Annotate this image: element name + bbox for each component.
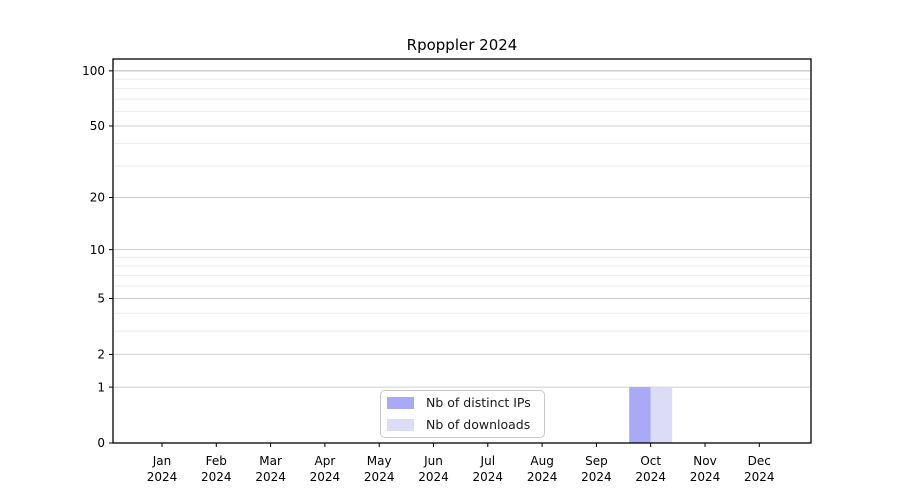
x-tick-label-month: Feb xyxy=(206,454,227,468)
x-tick-label-year: 2024 xyxy=(744,470,775,484)
x-tick-label-year: 2024 xyxy=(364,470,395,484)
x-tick-label-month: Jan xyxy=(152,454,172,468)
x-tick-label-month: Aug xyxy=(530,454,553,468)
y-tick-label: 50 xyxy=(90,119,105,133)
x-tick-label-month: Apr xyxy=(315,454,336,468)
legend-swatch xyxy=(387,418,414,431)
legend: Nb of distinct IPs Nb of downloads xyxy=(380,390,545,438)
x-tick-label-month: May xyxy=(367,454,392,468)
x-tick-label-month: Oct xyxy=(640,454,661,468)
y-tick-label: 2 xyxy=(97,348,105,362)
x-tick-label-month: Jul xyxy=(480,454,495,468)
x-tick-label-year: 2024 xyxy=(310,470,341,484)
x-tick-label-year: 2024 xyxy=(147,470,178,484)
x-tick-label-year: 2024 xyxy=(201,470,232,484)
bar-downloads xyxy=(650,387,673,443)
x-tick-label-month: Jun xyxy=(423,454,443,468)
legend-item: Nb of distinct IPs xyxy=(387,395,536,410)
legend-label: Nb of distinct IPs xyxy=(426,395,531,410)
legend-swatch xyxy=(387,397,414,410)
x-tick-label-month: Mar xyxy=(259,454,282,468)
y-tick-label: 5 xyxy=(97,292,105,306)
x-tick-label-month: Nov xyxy=(693,454,716,468)
legend-label: Nb of downloads xyxy=(426,416,531,432)
x-tick-label-year: 2024 xyxy=(527,470,558,484)
x-tick-label-year: 2024 xyxy=(418,470,449,484)
x-tick-label-year: 2024 xyxy=(581,470,612,484)
y-tick-label: 0 xyxy=(97,436,105,450)
x-tick-label-month: Dec xyxy=(748,454,771,468)
chart-title: Rpoppler 2024 xyxy=(406,36,518,54)
y-tick-label: 10 xyxy=(90,243,105,257)
x-tick-label-year: 2024 xyxy=(690,470,721,484)
x-tick-label-month: Sep xyxy=(585,454,608,468)
x-tick-label-year: 2024 xyxy=(635,470,666,484)
y-tick-label: 100 xyxy=(82,64,105,78)
bar-distinct-ips xyxy=(629,387,651,443)
y-tick-label: 1 xyxy=(97,380,105,394)
plot-background xyxy=(113,59,811,443)
y-tick-label: 20 xyxy=(90,191,105,205)
x-tick-label-year: 2024 xyxy=(255,470,286,484)
x-tick-label-year: 2024 xyxy=(473,470,504,484)
plot-border xyxy=(112,58,812,444)
legend-item: Nb of downloads xyxy=(387,416,536,432)
